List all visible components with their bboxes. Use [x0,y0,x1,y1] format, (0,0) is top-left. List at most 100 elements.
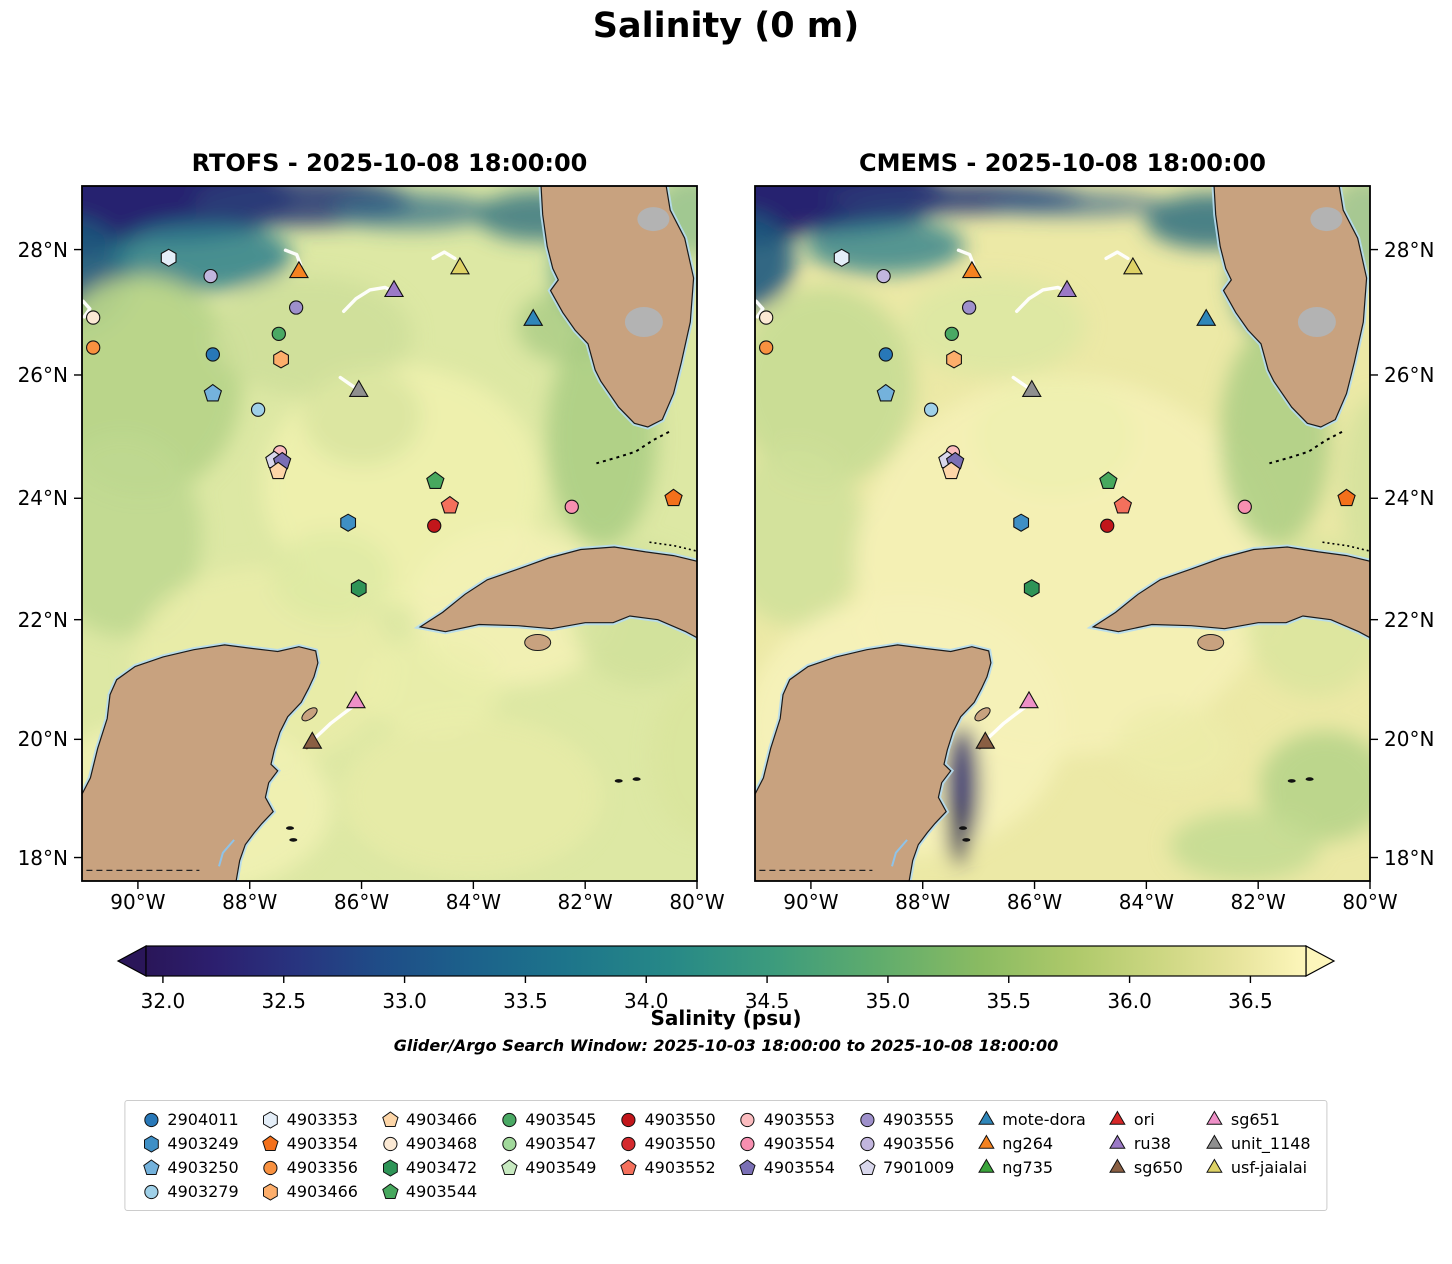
legend-item: 4903250 [141,1157,239,1178]
legend-label: ori [1133,1110,1155,1129]
map-marker-4903552 [1113,495,1133,514]
colorbar-tick-label: 35.5 [986,989,1031,1013]
legend-item: 4903554 [738,1133,835,1154]
axes-border [81,185,698,882]
map-marker-4903545 [271,326,286,341]
map-marker-4903556 [876,268,891,284]
legend-label: ng264 [1002,1134,1054,1153]
map-marker-4903279 [923,402,939,417]
legend-label: 4903249 [167,1134,239,1153]
legend-marker-pentagon-icon [501,1158,518,1175]
lake-gray [1310,207,1343,232]
lat-tick-label: 26°N [17,362,68,387]
legend-marker-circle-icon [621,1136,636,1151]
map-marker-4903354 [664,488,683,507]
legend-marker-circle-icon [382,1136,398,1151]
colorbar-tick-label: 33.5 [503,989,548,1013]
legend-label: 4903553 [763,1110,835,1129]
map-marker-4903468 [759,310,774,325]
land-layer [755,186,1370,881]
search-window-subtitle: Glider/Argo Search Window: 2025-10-03 18… [393,1036,1059,1055]
lat-tick-label: 28°N [17,237,68,262]
lon-tick-label: 88°W [222,890,278,914]
lon-tick-label: 86°W [333,890,390,914]
map-marker-4903466 [269,461,288,480]
map-marker-sg651 [1018,690,1039,709]
glider-track [956,248,976,267]
cuban-cays [1322,541,1370,552]
map-marker-mote-dora [1196,308,1217,326]
legend-label: 4903466 [405,1110,478,1129]
lat-tick-label: 26°N [1384,362,1435,387]
legend-marker-circle-icon [502,1136,517,1151]
map-marker-4903466 [946,350,962,369]
legend-label: 2904011 [167,1110,239,1129]
lon-tick-label: 88°W [895,890,951,914]
legend-item: 4903472 [380,1157,477,1178]
legend-marker-hexagon-icon [143,1134,159,1153]
glider-track [338,375,359,391]
map-marker-4903555 [288,300,304,315]
legend-marker-circle-icon [144,1184,159,1199]
glider-track [754,299,765,319]
legend-marker-circle-icon [621,1112,636,1127]
legend-marker-triangle-icon [977,1134,995,1149]
legend-marker-circle-icon [859,1112,875,1127]
lat-tick-label: 18°N [17,845,68,870]
map-panel-rtofs: RTOFS - 2025-10-08 18:00:00 90°W 88°W 86°W… [18,149,725,914]
legend-item: 4903550 [618,1109,716,1130]
map-marker-sg650 [975,731,996,749]
map-marker-4903353 [833,248,850,267]
legend-item: 4903556 [857,1133,954,1154]
colorbar: 32.0 32.5 33.0 33.5 34.0 34.5 35.0 35.5 36.0 36.5 [116,944,1336,1013]
glider-track [283,248,303,267]
colorbar-tick-label: 35.0 [866,989,911,1013]
map-marker-4903249 [1013,513,1030,532]
legend-label: 4903555 [882,1110,955,1129]
lon-tick-label: 84°W [1118,890,1174,914]
legend-marker-pentagon-icon [262,1134,279,1151]
legend-marker-pentagon-icon [381,1182,399,1199]
colorbar-tick-label: 36.0 [1107,989,1152,1013]
legend-item: ru38 [1108,1133,1183,1154]
map-cmems [754,185,1378,889]
legend-marker-triangle-icon [1206,1158,1224,1173]
colorbar-extend-right [1305,944,1336,978]
map-marker-mote-dora [523,308,544,326]
legend-item: 4903356 [261,1157,358,1178]
map-marker-4903356 [86,340,101,355]
legend-item: unit_1148 [1205,1133,1311,1154]
legend-item: 7901009 [857,1157,954,1178]
land-layer [82,186,697,881]
figure-title: Salinity (0 m) [592,6,860,46]
glider-track [310,704,356,743]
legend-marker-hexagon-icon [382,1158,398,1177]
legend-marker-triangle-icon [1109,1110,1127,1125]
map-marker-4903250 [876,383,896,402]
map-marker-4903550 [1100,518,1115,533]
glider-track [81,299,92,319]
map-marker-4903544 [1099,471,1118,489]
legend-label: 4903547 [525,1134,597,1153]
lake-okeechobee-gray [624,307,663,337]
legend-item: sg651 [1205,1109,1311,1130]
glider-track [1011,375,1032,391]
map-marker-4903550 [427,518,442,533]
legend-item: 4903544 [380,1181,477,1202]
lon-tick-label: 90°W [783,890,839,914]
lon-tick-label: 82°W [557,890,613,914]
legend-label: 4903466 [286,1182,358,1201]
legend-label: 4903472 [405,1158,478,1177]
legend-item: 4903550 [618,1133,716,1154]
legend-label: 4903554 [763,1158,835,1177]
legend-marker-pentagon-icon [858,1158,876,1175]
lat-tick-label: 22°N [17,607,68,632]
map-rtofs [74,185,698,889]
map-marker-4903552 [440,495,460,514]
map-marker-4903250 [203,383,223,402]
lon-tick-label: 82°W [1230,890,1286,914]
legend-item: 4903466 [261,1181,358,1202]
lon-tick-label: 86°W [1006,890,1063,914]
legend-marker-triangle-icon [1206,1134,1224,1149]
map-marker-4903554 [1237,499,1252,514]
